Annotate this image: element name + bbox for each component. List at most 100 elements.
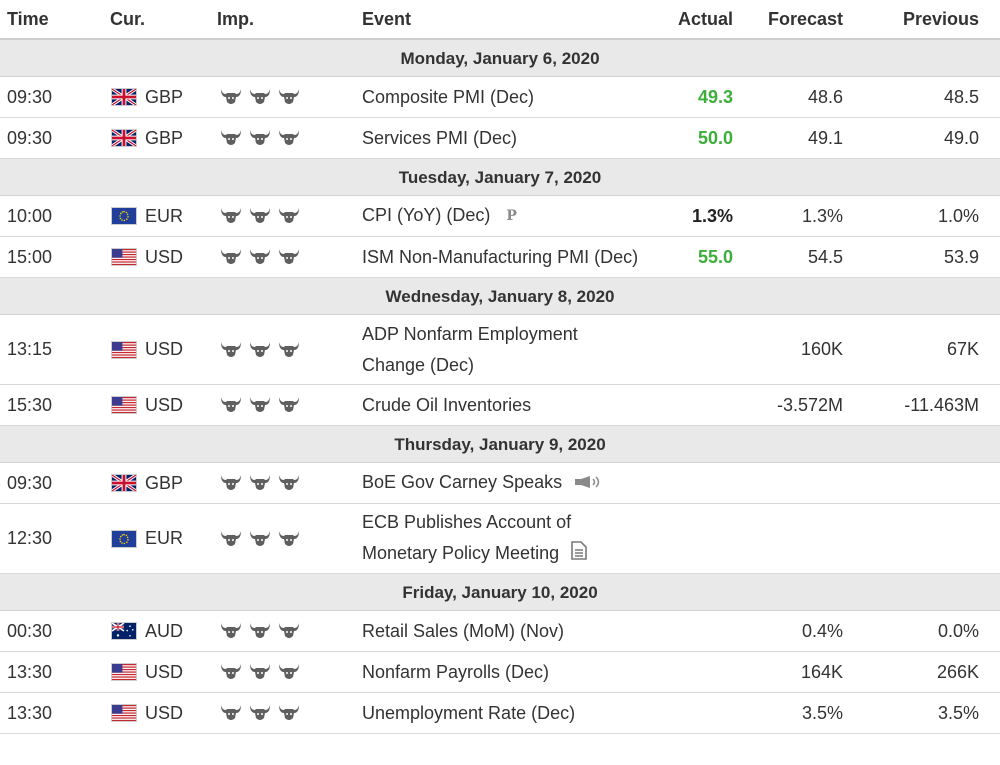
event-actual [640,693,733,733]
au-flag-icon [112,623,136,639]
event-actual [640,385,733,425]
event-time: 09:30 [7,472,53,493]
bull-icon [249,704,271,722]
event-forecast: -3.572M [776,394,843,415]
event-row[interactable]: 13:15 USD ADP Nonfarm Employment Change (D… [0,315,1000,385]
event-actual [640,611,733,651]
event-link[interactable]: ECB Publishes Account of Monetary Policy… [362,512,572,564]
event-actual [640,652,733,692]
event-currency: USD [112,693,212,733]
bull-icon [249,248,271,266]
gb-flag-icon [112,89,136,105]
event-previous: 266K [936,661,979,682]
event-currency: AUD [112,611,212,651]
bull-icon [278,207,300,225]
event-time: 09:30 [7,86,53,107]
us-flag-icon [112,249,136,265]
bull-icon [249,622,271,640]
event-row[interactable]: 12:30 EUR ECB Publishes Account of Monetar… [0,504,1000,574]
event-link[interactable]: ADP Nonfarm Employment Change (Dec) [362,323,578,375]
event-importance [220,611,340,651]
event-name: Services PMI (Dec) [362,118,662,158]
bull-icon [278,396,300,414]
event-time: 13:15 [7,339,53,359]
bull-icon [278,248,300,266]
event-row[interactable]: 00:30 AUD Retail Sales (MoM) (Nov) 0.4% 0.0% [0,611,1000,652]
event-forecast: 0.4% [801,620,843,641]
header-currency[interactable]: Cur. [110,8,146,29]
bull-icon [278,530,300,548]
header-importance[interactable]: Imp. [217,8,255,29]
event-row[interactable]: 15:30 USD Crude Oil Inventories -3.572M -11.… [0,385,1000,426]
event-name: ADP Nonfarm Employment Change (Dec) [362,315,622,384]
event-importance [220,196,340,236]
event-previous: 48.5 [943,86,979,107]
event-link[interactable]: ISM Non-Manufacturing PMI (Dec) [362,246,639,267]
event-link[interactable]: Composite PMI (Dec) [362,86,535,107]
us-flag-icon [112,705,136,721]
event-actual [640,504,733,573]
event-importance [220,118,340,158]
event-actual: 50.0 [697,127,733,148]
header-event[interactable]: Event [362,8,412,29]
event-row[interactable]: 09:30 GBP Services PMI (Dec) 50.0 49.1 49.0 [0,118,1000,159]
currency-code: EUR [145,205,184,226]
event-time: 00:30 [7,620,53,641]
event-link[interactable]: Crude Oil Inventories [362,394,532,415]
event-actual: 49.3 [697,86,733,107]
event-currency: USD [112,237,212,277]
event-link[interactable]: Retail Sales (MoM) (Nov) [362,620,565,641]
event-previous [860,504,979,573]
event-row[interactable]: 10:00 EUR CPI (YoY) (Dec) P 1.3% 1.3% 1.0% [0,196,1000,237]
speech-icon [574,468,602,499]
currency-code: EUR [145,528,184,548]
event-time: 10:00 [7,205,53,226]
event-actual [640,315,733,384]
table-header: Time Cur. Imp. Event Actual Forecast Pre… [0,0,1000,40]
bull-icon [278,129,300,147]
event-row[interactable]: 13:30 USD Nonfarm Payrolls (Dec) 164K 266K [0,652,1000,693]
header-actual[interactable]: Actual [677,8,733,29]
currency-code: USD [145,339,184,359]
gb-flag-icon [112,130,136,146]
event-row[interactable]: 09:30 GBP BoE Gov Carney Speaks [0,463,1000,504]
bull-icon [278,622,300,640]
preliminary-icon: P [506,207,517,224]
day-header: Monday, January 6, 2020 [0,40,1000,77]
event-actual: 55.0 [697,246,733,267]
event-currency: USD [112,385,212,425]
event-row[interactable]: 09:30 GBP Composite PMI (Dec) 49.3 48.6 48.5 [0,77,1000,118]
bull-icon [220,663,242,681]
bull-icon [249,474,271,492]
bull-icon [220,88,242,106]
header-forecast[interactable]: Forecast [767,8,843,29]
event-currency: EUR [112,196,212,236]
us-flag-icon [112,397,136,413]
header-previous[interactable]: Previous [902,8,979,29]
bull-icon [220,129,242,147]
event-name: Retail Sales (MoM) (Nov) [362,611,662,651]
event-link[interactable]: Nonfarm Payrolls (Dec) [362,661,550,682]
event-forecast: 49.1 [807,127,843,148]
event-currency: USD [112,315,212,384]
event-link[interactable]: CPI (YoY) (Dec) [362,205,491,226]
event-time: 13:30 [7,702,53,723]
event-link[interactable]: BoE Gov Carney Speaks [362,472,563,493]
event-link[interactable]: Unemployment Rate (Dec) [362,702,576,723]
bull-icon [249,341,271,359]
bull-icon [220,530,242,548]
bull-icon [220,474,242,492]
bull-icon [249,396,271,414]
event-row[interactable]: 15:00 USD ISM Non-Manufacturing PMI (Dec) 5… [0,237,1000,278]
bull-icon [249,530,271,548]
event-importance [220,385,340,425]
bull-icon [220,396,242,414]
event-time: 13:30 [7,661,53,682]
event-previous: 1.0% [937,205,979,226]
event-currency: GBP [112,118,212,158]
header-time[interactable]: Time [7,8,49,29]
bull-icon [278,88,300,106]
event-link[interactable]: Services PMI (Dec) [362,127,518,148]
event-row[interactable]: 13:30 USD Unemployment Rate (Dec) 3.5% 3.5% [0,693,1000,734]
event-forecast [740,463,843,503]
